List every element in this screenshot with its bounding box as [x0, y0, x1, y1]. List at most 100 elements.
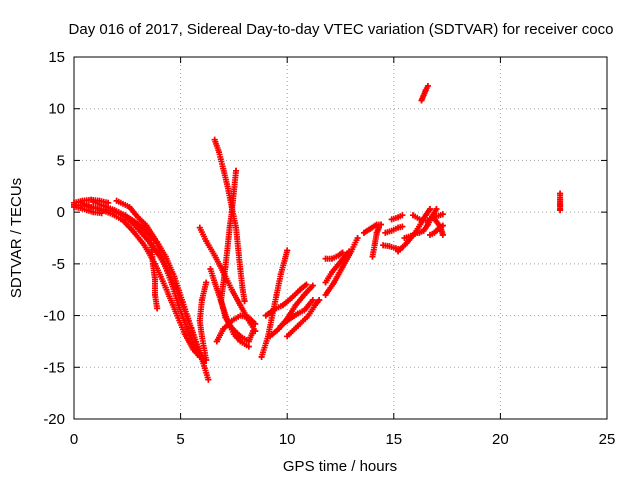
data-point [337, 258, 344, 265]
data-point [237, 266, 244, 273]
y-tick-label: 10 [48, 101, 65, 118]
data-point [277, 322, 284, 329]
data-point [71, 199, 77, 206]
data-point [98, 210, 105, 217]
series-arc-j [196, 279, 210, 364]
data-point [224, 245, 231, 252]
data-point [296, 286, 303, 293]
data-point [360, 229, 367, 236]
data-point [130, 228, 137, 235]
data-point [371, 242, 378, 249]
data-point [316, 297, 323, 304]
data-point [303, 281, 310, 288]
data-point [230, 331, 237, 338]
data-point [141, 242, 148, 249]
data-point [439, 231, 446, 238]
data-point [132, 219, 139, 226]
data-point [407, 232, 414, 239]
data-point [339, 249, 346, 256]
data-point [211, 279, 218, 286]
data-point [335, 252, 342, 259]
x-tick-label: 5 [176, 431, 184, 448]
data-point [233, 224, 240, 231]
data-point [288, 294, 295, 301]
series-arc-s [322, 249, 346, 262]
data-point [273, 291, 280, 298]
data-point [437, 224, 444, 231]
data-point [154, 305, 161, 312]
data-point [309, 282, 316, 289]
data-point [284, 333, 291, 340]
data-point [147, 232, 154, 239]
data-point [420, 227, 427, 234]
data-point [198, 297, 205, 304]
data-point [367, 225, 374, 232]
data-point [292, 302, 299, 309]
data-point [424, 82, 431, 89]
x-tick-label: 25 [599, 431, 616, 448]
data-point [431, 229, 438, 236]
data-point [399, 212, 406, 219]
y-axis-label: SDTVAR / TECUs [8, 178, 25, 298]
data-point [284, 247, 291, 254]
series-arc-t [369, 224, 382, 260]
data-point [196, 317, 203, 324]
data-point [134, 214, 141, 221]
data-point [322, 255, 329, 262]
data-point [369, 253, 376, 260]
y-tick-label: 5 [57, 152, 65, 169]
data-point [301, 291, 308, 298]
data-point [395, 224, 402, 231]
data-point [339, 263, 346, 270]
series-arc-r [322, 248, 353, 286]
data-point [96, 197, 103, 204]
data-point [322, 279, 329, 286]
data-point [220, 165, 227, 172]
data-point [162, 284, 169, 291]
series-arc-k [213, 312, 259, 345]
data-point [424, 221, 431, 228]
data-point [271, 306, 278, 313]
data-point [354, 235, 361, 241]
data-point [79, 197, 86, 204]
data-point [294, 322, 301, 329]
data-point [205, 376, 212, 383]
data-point [228, 209, 235, 216]
data-point [305, 312, 312, 319]
data-point [328, 255, 335, 262]
data-point [250, 328, 257, 335]
data-point [301, 307, 308, 314]
data-point [105, 199, 112, 206]
data-point [220, 281, 227, 288]
data-point [203, 279, 210, 286]
data-point [399, 223, 406, 230]
data-point [294, 310, 301, 317]
data-point [196, 224, 203, 231]
plot-frame [73, 56, 608, 420]
data-point [403, 240, 410, 247]
data-points [71, 82, 564, 383]
data-point [160, 258, 167, 265]
data-point [395, 248, 402, 255]
data-point [122, 212, 129, 219]
data-point [420, 92, 427, 99]
data-point [211, 252, 218, 259]
data-point [215, 149, 222, 156]
y-tick-label: -10 [43, 308, 65, 325]
data-point [183, 326, 190, 333]
data-point [203, 238, 210, 245]
data-point [245, 338, 252, 345]
data-point [111, 207, 118, 214]
data-point [171, 273, 178, 280]
data-point [192, 345, 199, 352]
data-point [143, 222, 150, 229]
data-point [228, 317, 235, 324]
data-point [277, 271, 284, 278]
series-arc-i [207, 266, 252, 350]
data-point [149, 260, 156, 267]
data-point [322, 291, 329, 298]
data-point [245, 314, 252, 321]
series-arc-m [262, 281, 310, 319]
data-point [429, 213, 436, 220]
data-point [220, 305, 227, 312]
